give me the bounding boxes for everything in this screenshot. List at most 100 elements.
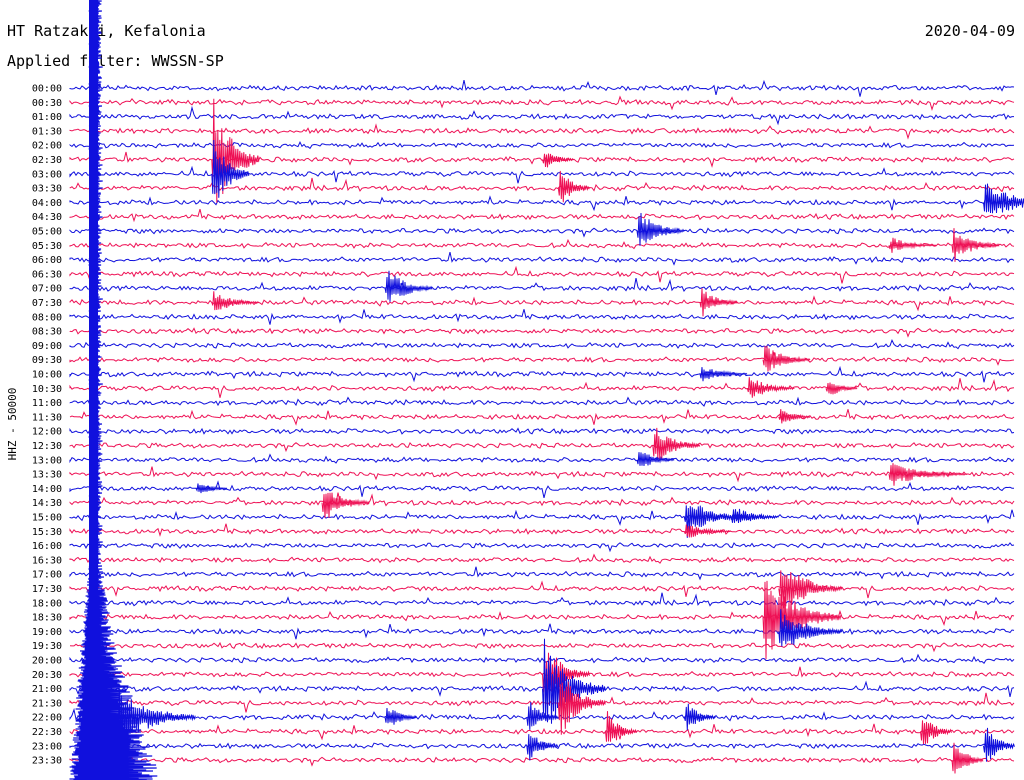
row-time-label: 19:30 xyxy=(32,641,62,652)
saturated-trace-core xyxy=(89,0,98,780)
event-burst xyxy=(605,711,637,742)
row-time-label: 16:00 xyxy=(32,541,62,552)
row-time-label: 12:00 xyxy=(32,427,62,438)
trace-line xyxy=(69,553,1015,564)
row-time-label: 02:00 xyxy=(32,141,62,152)
row-time-label: 07:30 xyxy=(32,298,62,309)
trace-line xyxy=(69,177,1015,193)
trace-line xyxy=(69,95,1015,111)
trace-line xyxy=(69,339,1015,350)
event-burst xyxy=(951,742,984,774)
event-burst xyxy=(699,367,748,382)
trace-line xyxy=(69,592,1015,607)
row-time-label: 23:00 xyxy=(32,741,62,752)
row-time-label: 18:00 xyxy=(32,598,62,609)
row-time-label: 00:00 xyxy=(32,84,62,95)
trace-line xyxy=(69,251,1015,266)
row-time-label: 06:30 xyxy=(32,269,62,280)
event-burst xyxy=(920,720,952,745)
filter-label: Applied filter: WWSSN-SP xyxy=(7,52,224,70)
trace-line xyxy=(69,666,1015,678)
trace-line xyxy=(69,566,1015,581)
event-burst xyxy=(557,681,606,735)
event-burst xyxy=(557,170,590,203)
row-time-label: 05:30 xyxy=(32,241,62,252)
event-burst xyxy=(211,98,260,203)
row-time-label: 12:30 xyxy=(32,441,62,452)
row-time-label: 01:00 xyxy=(32,112,62,123)
event-burst xyxy=(321,492,370,518)
y-axis-label: HHZ - 50000 xyxy=(6,388,19,461)
overflow-trace xyxy=(69,0,158,780)
row-time-label: 11:30 xyxy=(32,412,62,423)
trace-line xyxy=(69,352,1015,366)
event-burst xyxy=(636,452,675,466)
trace-line xyxy=(69,580,1015,599)
trace-line xyxy=(69,480,1014,499)
row-time-label: 21:30 xyxy=(32,698,62,709)
trace-line xyxy=(69,680,1015,698)
row-time-label: 04:00 xyxy=(32,198,62,209)
trace-line xyxy=(69,365,1015,383)
row-time-label: 09:00 xyxy=(32,341,62,352)
event-burst xyxy=(951,228,1000,262)
row-time-label: 15:30 xyxy=(32,527,62,538)
row-time-label: 00:30 xyxy=(32,98,62,109)
event-burst xyxy=(731,508,779,524)
row-time-label: 10:30 xyxy=(32,384,62,395)
row-time-label: 02:30 xyxy=(32,155,62,166)
trace-line xyxy=(69,227,1015,238)
row-time-label: 14:00 xyxy=(32,484,62,495)
event-burst xyxy=(683,703,716,731)
trace-line xyxy=(69,623,1015,640)
trace-line xyxy=(69,453,1015,464)
trace-line xyxy=(69,441,1015,453)
event-burst xyxy=(384,707,417,725)
row-time-label: 11:00 xyxy=(32,398,62,409)
trace-line xyxy=(69,105,1014,126)
row-time-label: 18:30 xyxy=(32,613,62,624)
trace-line xyxy=(69,427,1015,435)
event-burst xyxy=(983,183,1024,214)
event-burst xyxy=(983,727,1015,762)
trace-line xyxy=(69,756,1015,767)
trace-line xyxy=(69,238,1015,250)
row-time-label: 08:00 xyxy=(32,312,62,323)
row-time-label: 04:30 xyxy=(32,212,62,223)
trace-line xyxy=(69,396,1015,407)
row-time-label: 10:00 xyxy=(32,370,62,381)
row-time-label: 08:30 xyxy=(32,327,62,338)
row-time-label: 20:00 xyxy=(32,656,62,667)
trace-line xyxy=(69,309,1015,325)
row-time-label: 16:30 xyxy=(32,555,62,566)
row-time-label: 06:00 xyxy=(32,255,62,266)
event-burst xyxy=(778,609,843,647)
row-time-label: 19:00 xyxy=(32,627,62,638)
event-burst xyxy=(542,153,574,168)
event-burst xyxy=(888,463,968,486)
trace-line xyxy=(69,523,1015,537)
row-time-label: 07:00 xyxy=(32,284,62,295)
row-time-label: 17:30 xyxy=(32,584,62,595)
trace-line xyxy=(69,653,1015,664)
event-burst xyxy=(825,382,858,395)
trace-line xyxy=(69,542,1015,553)
event-burst xyxy=(762,580,842,660)
row-time-label: 14:30 xyxy=(32,498,62,509)
event-burst xyxy=(778,570,843,609)
event-burst xyxy=(211,139,250,198)
row-time-label: 03:30 xyxy=(32,184,62,195)
row-time-label: 13:30 xyxy=(32,470,62,481)
trace-line xyxy=(69,723,1015,741)
row-time-label: 09:30 xyxy=(32,355,62,366)
event-burst xyxy=(699,288,738,317)
trace-line xyxy=(69,265,1015,284)
trace-line xyxy=(69,79,1015,97)
trace-line xyxy=(69,609,1015,626)
event-burst xyxy=(195,483,228,494)
row-time-label: 05:00 xyxy=(32,227,62,238)
trace-line xyxy=(69,123,1015,140)
event-burst xyxy=(526,734,559,761)
event-burst xyxy=(526,701,559,730)
